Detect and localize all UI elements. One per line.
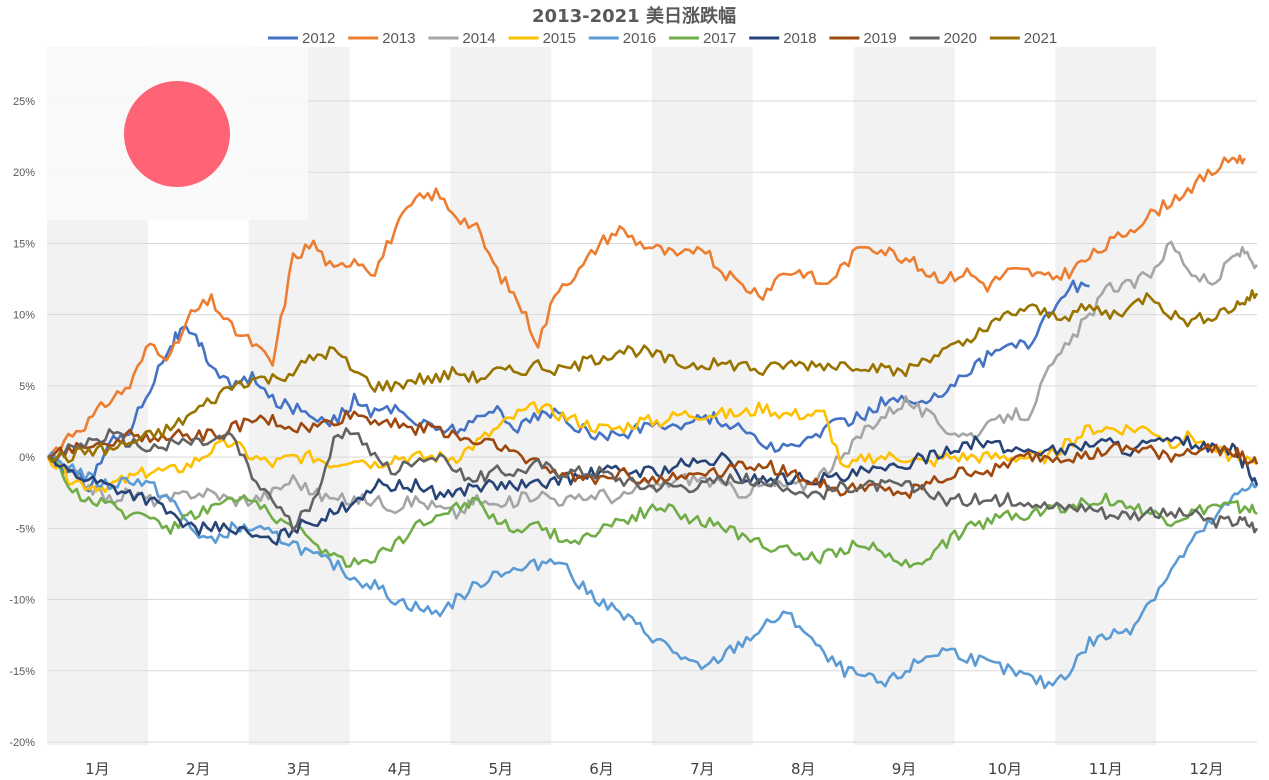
x-axis-ticks: 1月 2月 3月 4月 5月 6月 7月 8月 9月 10月 11月 12月 [85,760,1223,778]
x-tick-label: 4月 [388,760,413,778]
y-tick-label: 5% [19,381,35,393]
x-tick-label: 9月 [892,760,917,778]
chart-title: 2013-2021 美日涨跌幅 [532,5,736,27]
month-bands [47,47,1157,745]
x-tick-label: 11月 [1089,760,1123,778]
series-line-2020 [47,427,1259,534]
legend-label-2019: 2019 [863,30,896,47]
legend-label-2014: 2014 [462,30,495,47]
legend-label-2020: 2020 [944,30,977,47]
flag-icon [47,47,308,220]
y-tick-label: 0% [19,452,35,464]
x-tick-label: 3月 [287,760,312,778]
y-tick-label: -20% [9,737,35,749]
y-tick-label: -10% [9,595,35,607]
series-line-2021 [47,289,1259,464]
y-tick-label: -5% [15,523,35,535]
month-band [652,47,753,745]
x-tick-label: 1月 [85,760,110,778]
y-tick-label: -15% [9,666,35,678]
y-axis-ticks: 25% 20% 15% 10% 5% 0% -5% -10% -15% -20% [9,96,35,749]
flag-sun [124,81,230,187]
series-line-2015 [46,401,1258,494]
legend-label-2013: 2013 [382,30,415,47]
y-tick-label: 15% [13,238,35,250]
series-line-2013 [47,154,1246,458]
series-lines [46,154,1259,690]
x-tick-label: 8月 [791,760,816,778]
month-band [450,47,552,745]
legend-label-2015: 2015 [543,30,576,47]
y-tick-label: 25% [13,96,35,108]
legend: 2012 2013 2014 2015 2016 2017 2018 2019 2020 2021 [268,30,1057,47]
month-band [1055,47,1157,745]
x-tick-label: 7月 [690,760,715,778]
legend-label-2012: 2012 [302,30,335,47]
series-line-2012 [47,279,1090,493]
x-tick-label: 6月 [589,760,614,778]
legend-label-2021: 2021 [1024,30,1057,47]
x-tick-label: 2月 [186,760,211,778]
x-tick-label: 12月 [1190,760,1224,778]
y-tick-label: 10% [13,310,35,322]
x-tick-label: 10月 [988,760,1022,778]
series-line-2016 [47,450,1258,690]
series-line-2019 [47,409,1259,499]
x-tick-label: 5月 [488,760,513,778]
legend-label-2017: 2017 [703,30,736,47]
y-tick-label: 20% [13,167,35,179]
legend-label-2018: 2018 [783,30,816,47]
legend-label-2016: 2016 [623,30,656,47]
